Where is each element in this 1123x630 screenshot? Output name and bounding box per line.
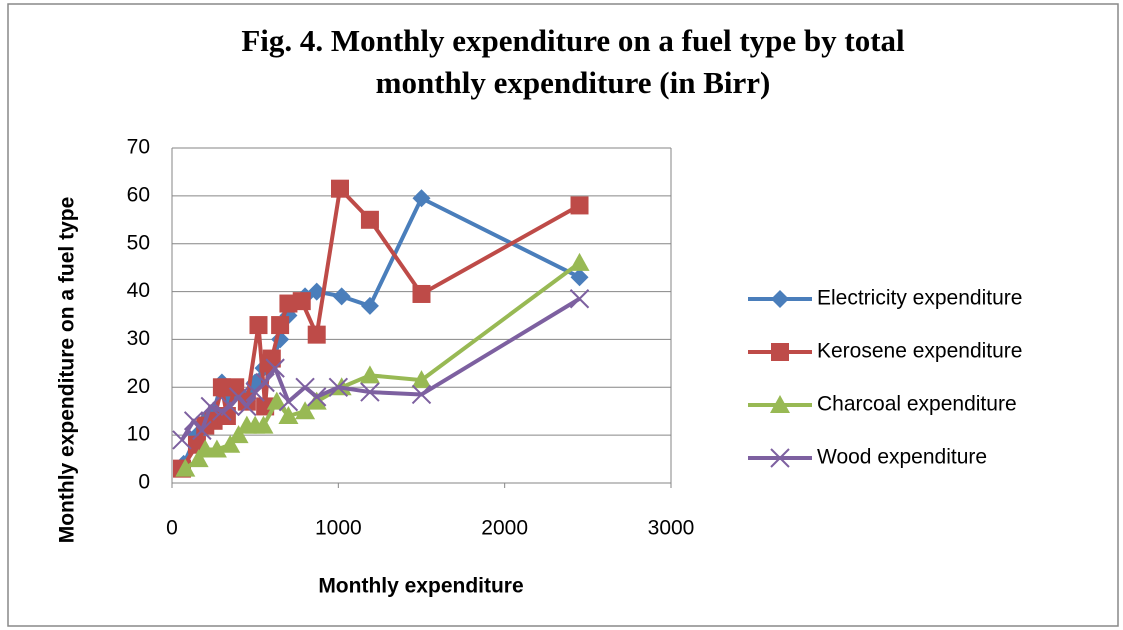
marker (255, 372, 275, 393)
marker (770, 395, 790, 413)
marker (206, 439, 227, 458)
marker (570, 268, 589, 287)
marker (412, 284, 431, 303)
marker (569, 252, 590, 271)
marker (771, 290, 789, 308)
marker (411, 384, 432, 405)
series (172, 289, 590, 450)
chart-title: monthly expenditure (in Birr) (376, 65, 771, 100)
chart-frame (7, 3, 1119, 627)
marker (278, 406, 299, 424)
marker (271, 316, 290, 335)
y-tick-label: 10 (127, 423, 150, 446)
x-axis-label: Monthly expenditure (318, 575, 523, 598)
marker (188, 449, 209, 468)
y-axis-label: Monthly expenditure on a fuel type (56, 197, 79, 544)
marker (249, 316, 268, 335)
marker (295, 401, 316, 420)
marker (307, 325, 326, 344)
marker (172, 430, 192, 450)
marker (360, 210, 379, 229)
x-tick-label: 3000 (648, 517, 695, 540)
marker (360, 382, 380, 402)
marker (360, 296, 379, 315)
marker (266, 391, 287, 410)
marker (770, 448, 790, 468)
y-tick-label: 0 (138, 471, 150, 494)
y-tick-label: 30 (127, 327, 150, 350)
series (175, 252, 590, 477)
y-tick-label: 60 (127, 183, 150, 206)
marker (262, 349, 281, 368)
marker (411, 370, 432, 389)
marker (228, 425, 249, 444)
legend-label: Electricity expenditure (817, 287, 1022, 310)
marker (265, 358, 285, 378)
marker (328, 377, 349, 397)
marker (292, 292, 311, 311)
legend-label: Wood expenditure (817, 446, 987, 469)
marker (192, 420, 212, 441)
y-tick-label: 50 (127, 231, 150, 254)
legend-label: Charcoal expenditure (817, 393, 1017, 416)
marker (237, 396, 257, 417)
marker (253, 415, 274, 434)
marker (306, 391, 327, 410)
y-tick-label: 20 (127, 375, 150, 398)
marker (200, 396, 220, 417)
x-tick-label: 2000 (481, 517, 528, 540)
marker (771, 343, 789, 361)
marker (295, 377, 315, 397)
marker (278, 391, 299, 412)
marker (307, 387, 327, 407)
x-tick-label: 1000 (315, 517, 362, 540)
x-tick-label: 0 (166, 517, 178, 540)
marker (330, 179, 349, 198)
y-tick-label: 70 (127, 136, 150, 159)
marker (226, 378, 245, 397)
y-tick-label: 40 (127, 279, 150, 302)
marker (332, 287, 351, 306)
legend-label: Kerosene expenditure (817, 340, 1022, 363)
marker (569, 289, 590, 309)
marker (220, 434, 241, 453)
marker (570, 196, 589, 215)
marker (175, 458, 196, 477)
marker (412, 189, 431, 208)
chart-title: Fig. 4. Monthly expenditure on a fuel ty… (241, 23, 905, 58)
marker (359, 365, 380, 384)
